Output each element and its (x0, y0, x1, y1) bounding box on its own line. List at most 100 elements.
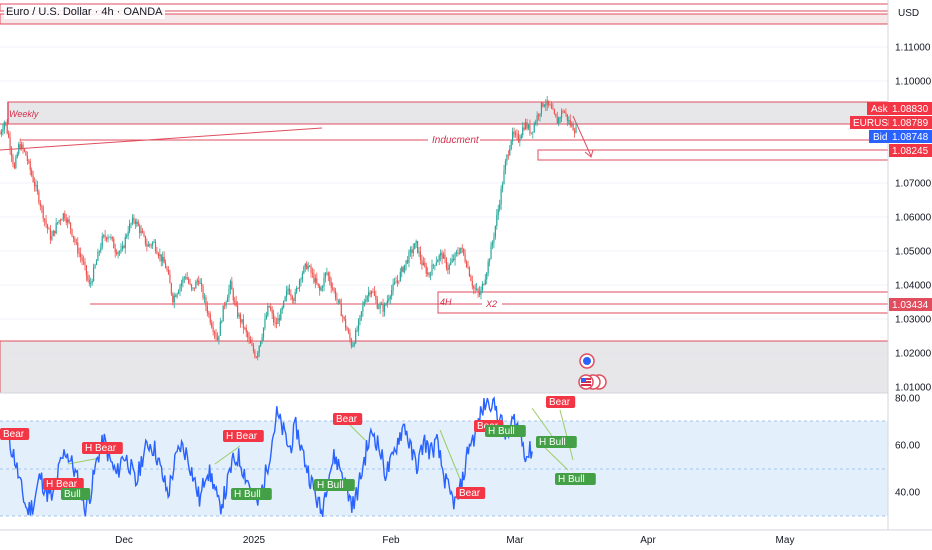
candle-body (6, 123, 8, 134)
candle-body (290, 294, 292, 297)
price-tick-label: 1.10000 (895, 77, 932, 88)
candle-body (18, 144, 20, 154)
symbol-tag[interactable]: EURUSD 1.08789 (850, 116, 932, 129)
candle-body (537, 115, 540, 117)
candle-body (317, 283, 319, 286)
trend-line[interactable] (0, 127, 323, 151)
projection-arrow-head (584, 149, 594, 158)
level-tag-1[interactable]: 1.08245 (889, 144, 932, 157)
candle-body (211, 322, 213, 328)
time-tick-label: Apr (640, 535, 656, 546)
candle-body (522, 127, 524, 136)
divergence-label: H Bull (558, 474, 585, 485)
divergence-label: Bear (549, 397, 571, 408)
candle-body (10, 148, 13, 157)
currency-label[interactable]: USD (898, 8, 919, 19)
candle-body (542, 102, 544, 107)
candle-body (59, 220, 62, 222)
candle-body (337, 299, 339, 301)
candle-body (33, 182, 36, 187)
candle-body (149, 244, 151, 246)
candle-body (213, 331, 216, 334)
candle-body (419, 251, 422, 260)
candle-body (545, 104, 547, 106)
candle-body (176, 293, 178, 297)
candle-body (501, 184, 504, 189)
candle-body (437, 260, 439, 263)
candle-body (98, 251, 100, 253)
candle-body (130, 223, 132, 225)
candle-body (137, 221, 139, 226)
candle-body (451, 259, 453, 263)
candle-body (105, 237, 108, 240)
price-tick-label: 1.07000 (895, 179, 932, 190)
candle-body (391, 289, 393, 297)
candle-body (458, 253, 460, 254)
time-axis[interactable]: Dec 2025 Feb Mar Apr May (115, 535, 794, 546)
candle-body (566, 114, 568, 121)
candle-body (345, 319, 347, 328)
main-pane[interactable] (0, 0, 888, 393)
candle-body (535, 122, 537, 124)
inducement-label-bg (428, 134, 480, 146)
candle-body (209, 313, 211, 323)
candle-body (273, 313, 275, 322)
candle-body (503, 170, 505, 185)
candle-body (421, 259, 423, 266)
candle-body (173, 295, 175, 303)
candle-body (54, 230, 56, 234)
candle-body (260, 341, 262, 346)
candles[interactable] (0, 96, 577, 361)
candle-body (9, 137, 11, 149)
candle-body (16, 153, 18, 158)
candle-body (277, 318, 279, 324)
flag-icons[interactable] (578, 374, 607, 390)
symbol-title[interactable]: Euro / U.S. Dollar · 4h · OANDA (4, 5, 165, 19)
candle-body (247, 332, 249, 338)
x2-label: X2 (485, 299, 497, 309)
level-tag-2[interactable]: 1.03434 (889, 298, 932, 311)
candle-body (13, 163, 15, 168)
candle-body (183, 277, 185, 279)
candle-body (559, 117, 561, 119)
candle-body (549, 104, 551, 106)
candle-body (417, 240, 419, 253)
price-axis[interactable] (888, 0, 932, 530)
candle-body (177, 291, 180, 294)
candle-body (500, 188, 502, 205)
candle-body (91, 280, 93, 284)
rsi-line[interactable] (7, 396, 533, 518)
candle-body (398, 280, 400, 282)
divergence-label-bg (456, 487, 486, 499)
ask-tag[interactable]: Ask 1.08830 (867, 102, 932, 115)
candle-body (362, 305, 364, 312)
candle-body (249, 339, 252, 344)
candle-body (519, 138, 521, 142)
candle-body (477, 288, 479, 292)
x2-label-bg (482, 298, 502, 310)
candle-body (202, 286, 204, 298)
candle-body (57, 222, 59, 224)
candle-body (284, 296, 286, 301)
candle-body (224, 305, 226, 307)
candle-body (573, 130, 576, 133)
candle-body (146, 244, 148, 247)
candle-body (153, 242, 155, 243)
candle-body (203, 297, 206, 299)
candle-body (103, 235, 105, 237)
candle-body (561, 111, 563, 118)
candle-body (484, 279, 486, 285)
price-axis-ticks: 1.11000 1.10000 1.07000 1.06000 1.05000 1.040… (895, 43, 932, 394)
candle-body (468, 267, 471, 277)
candle-body (62, 213, 64, 220)
candle-body (313, 273, 315, 283)
bid-tag[interactable]: Bid 1.08748 (869, 130, 932, 143)
candle-body (268, 305, 270, 308)
candle-body (26, 155, 28, 161)
candle-body (530, 132, 532, 134)
candle-body (81, 257, 83, 261)
candle-body (321, 286, 324, 288)
candle-body (381, 304, 383, 306)
